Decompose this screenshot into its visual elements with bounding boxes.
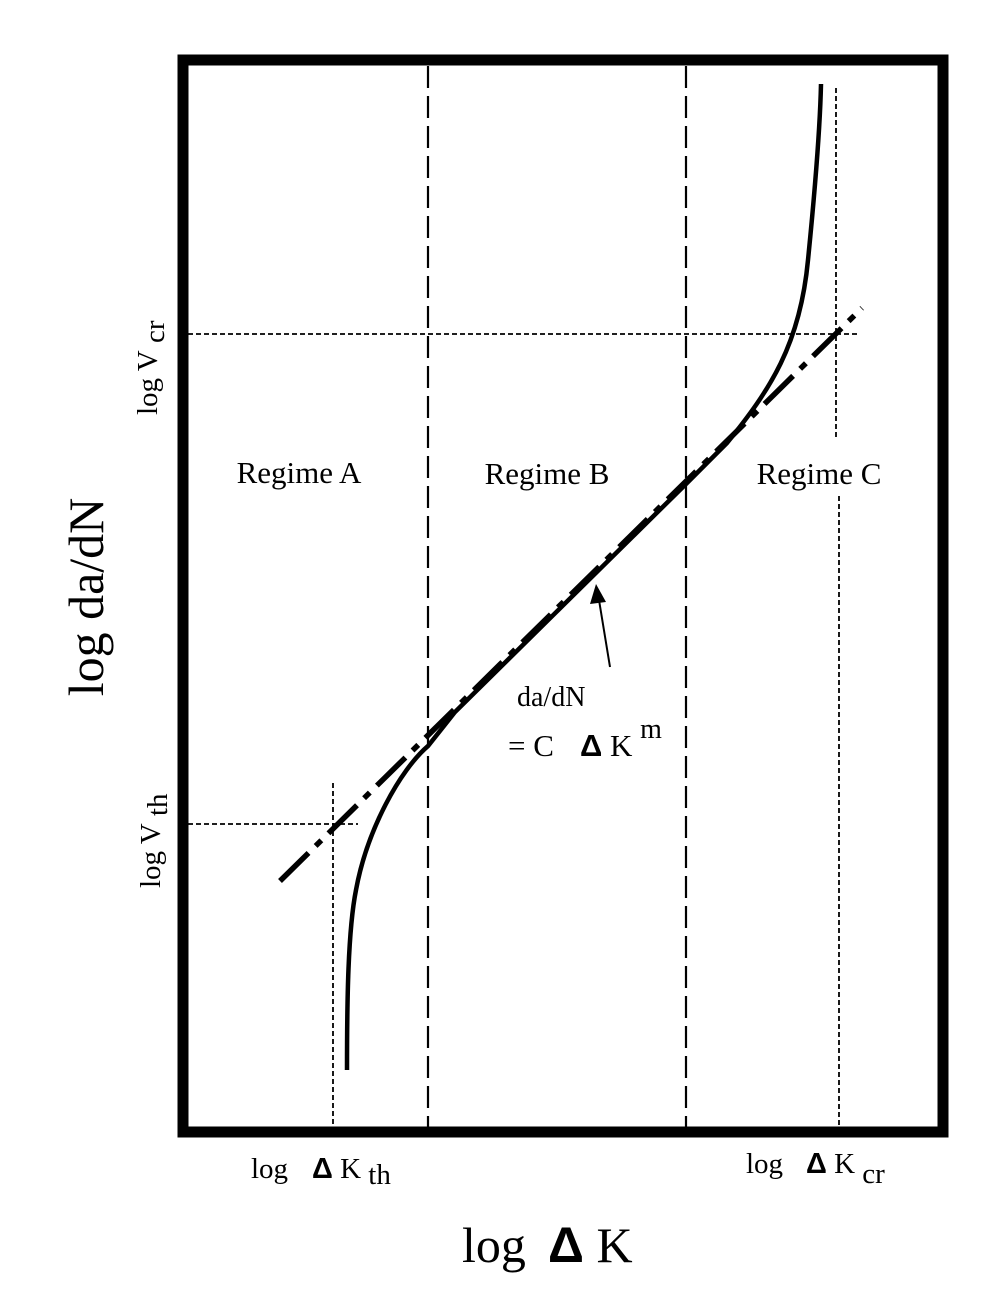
annotation-prefix: = C [508,728,554,763]
x-marker-k-th: log Δ K th [251,1153,391,1191]
y-axis-title: log da/dN [58,498,114,697]
annotation-exponent: m [640,714,662,745]
annotation-base: K [610,728,633,763]
x-axis-title-prefix: log [462,1217,526,1273]
annotation-arrow-head [590,584,606,604]
y-marker-v-cr-prefix: log V [132,350,164,415]
x-axis-title: log Δ K [462,1217,633,1273]
y-marker-v-cr: log V cr [132,320,171,415]
annotation-line-2: = C Δ K m [508,714,662,763]
x-marker-k-cr-delta: Δ [806,1148,827,1180]
x-marker-k-th-base: K [340,1153,361,1185]
x-marker-k-th-delta: Δ [312,1153,333,1185]
x-axis-title-delta: Δ [548,1217,584,1273]
x-marker-k-cr-base: K [834,1148,855,1180]
x-marker-k-cr: log Δ K cr [746,1148,885,1190]
crack-growth-curve [344,83,824,1071]
annotation-line-1: da/dN [517,682,585,713]
x-marker-k-cr-sub: cr [862,1158,885,1190]
x-axis-title-base: K [596,1217,632,1273]
x-marker-k-cr-prefix: log [746,1148,783,1180]
x-marker-k-th-sub: th [368,1159,391,1191]
annotation-delta-symbol: Δ [580,728,602,763]
regime-b-label: Regime B [485,456,610,491]
y-marker-v-cr-sub: cr [139,320,171,343]
y-marker-v-th-prefix: log V [135,823,167,888]
regime-c-label: Regime C [757,456,882,491]
y-marker-v-th-sub: th [142,793,174,816]
plot-frame [177,54,949,1138]
annotation-arrow-shaft [598,599,611,668]
y-marker-v-th: log V th [135,793,174,888]
regime-a-label: Regime A [237,455,362,490]
x-marker-k-th-prefix: log [251,1153,288,1185]
